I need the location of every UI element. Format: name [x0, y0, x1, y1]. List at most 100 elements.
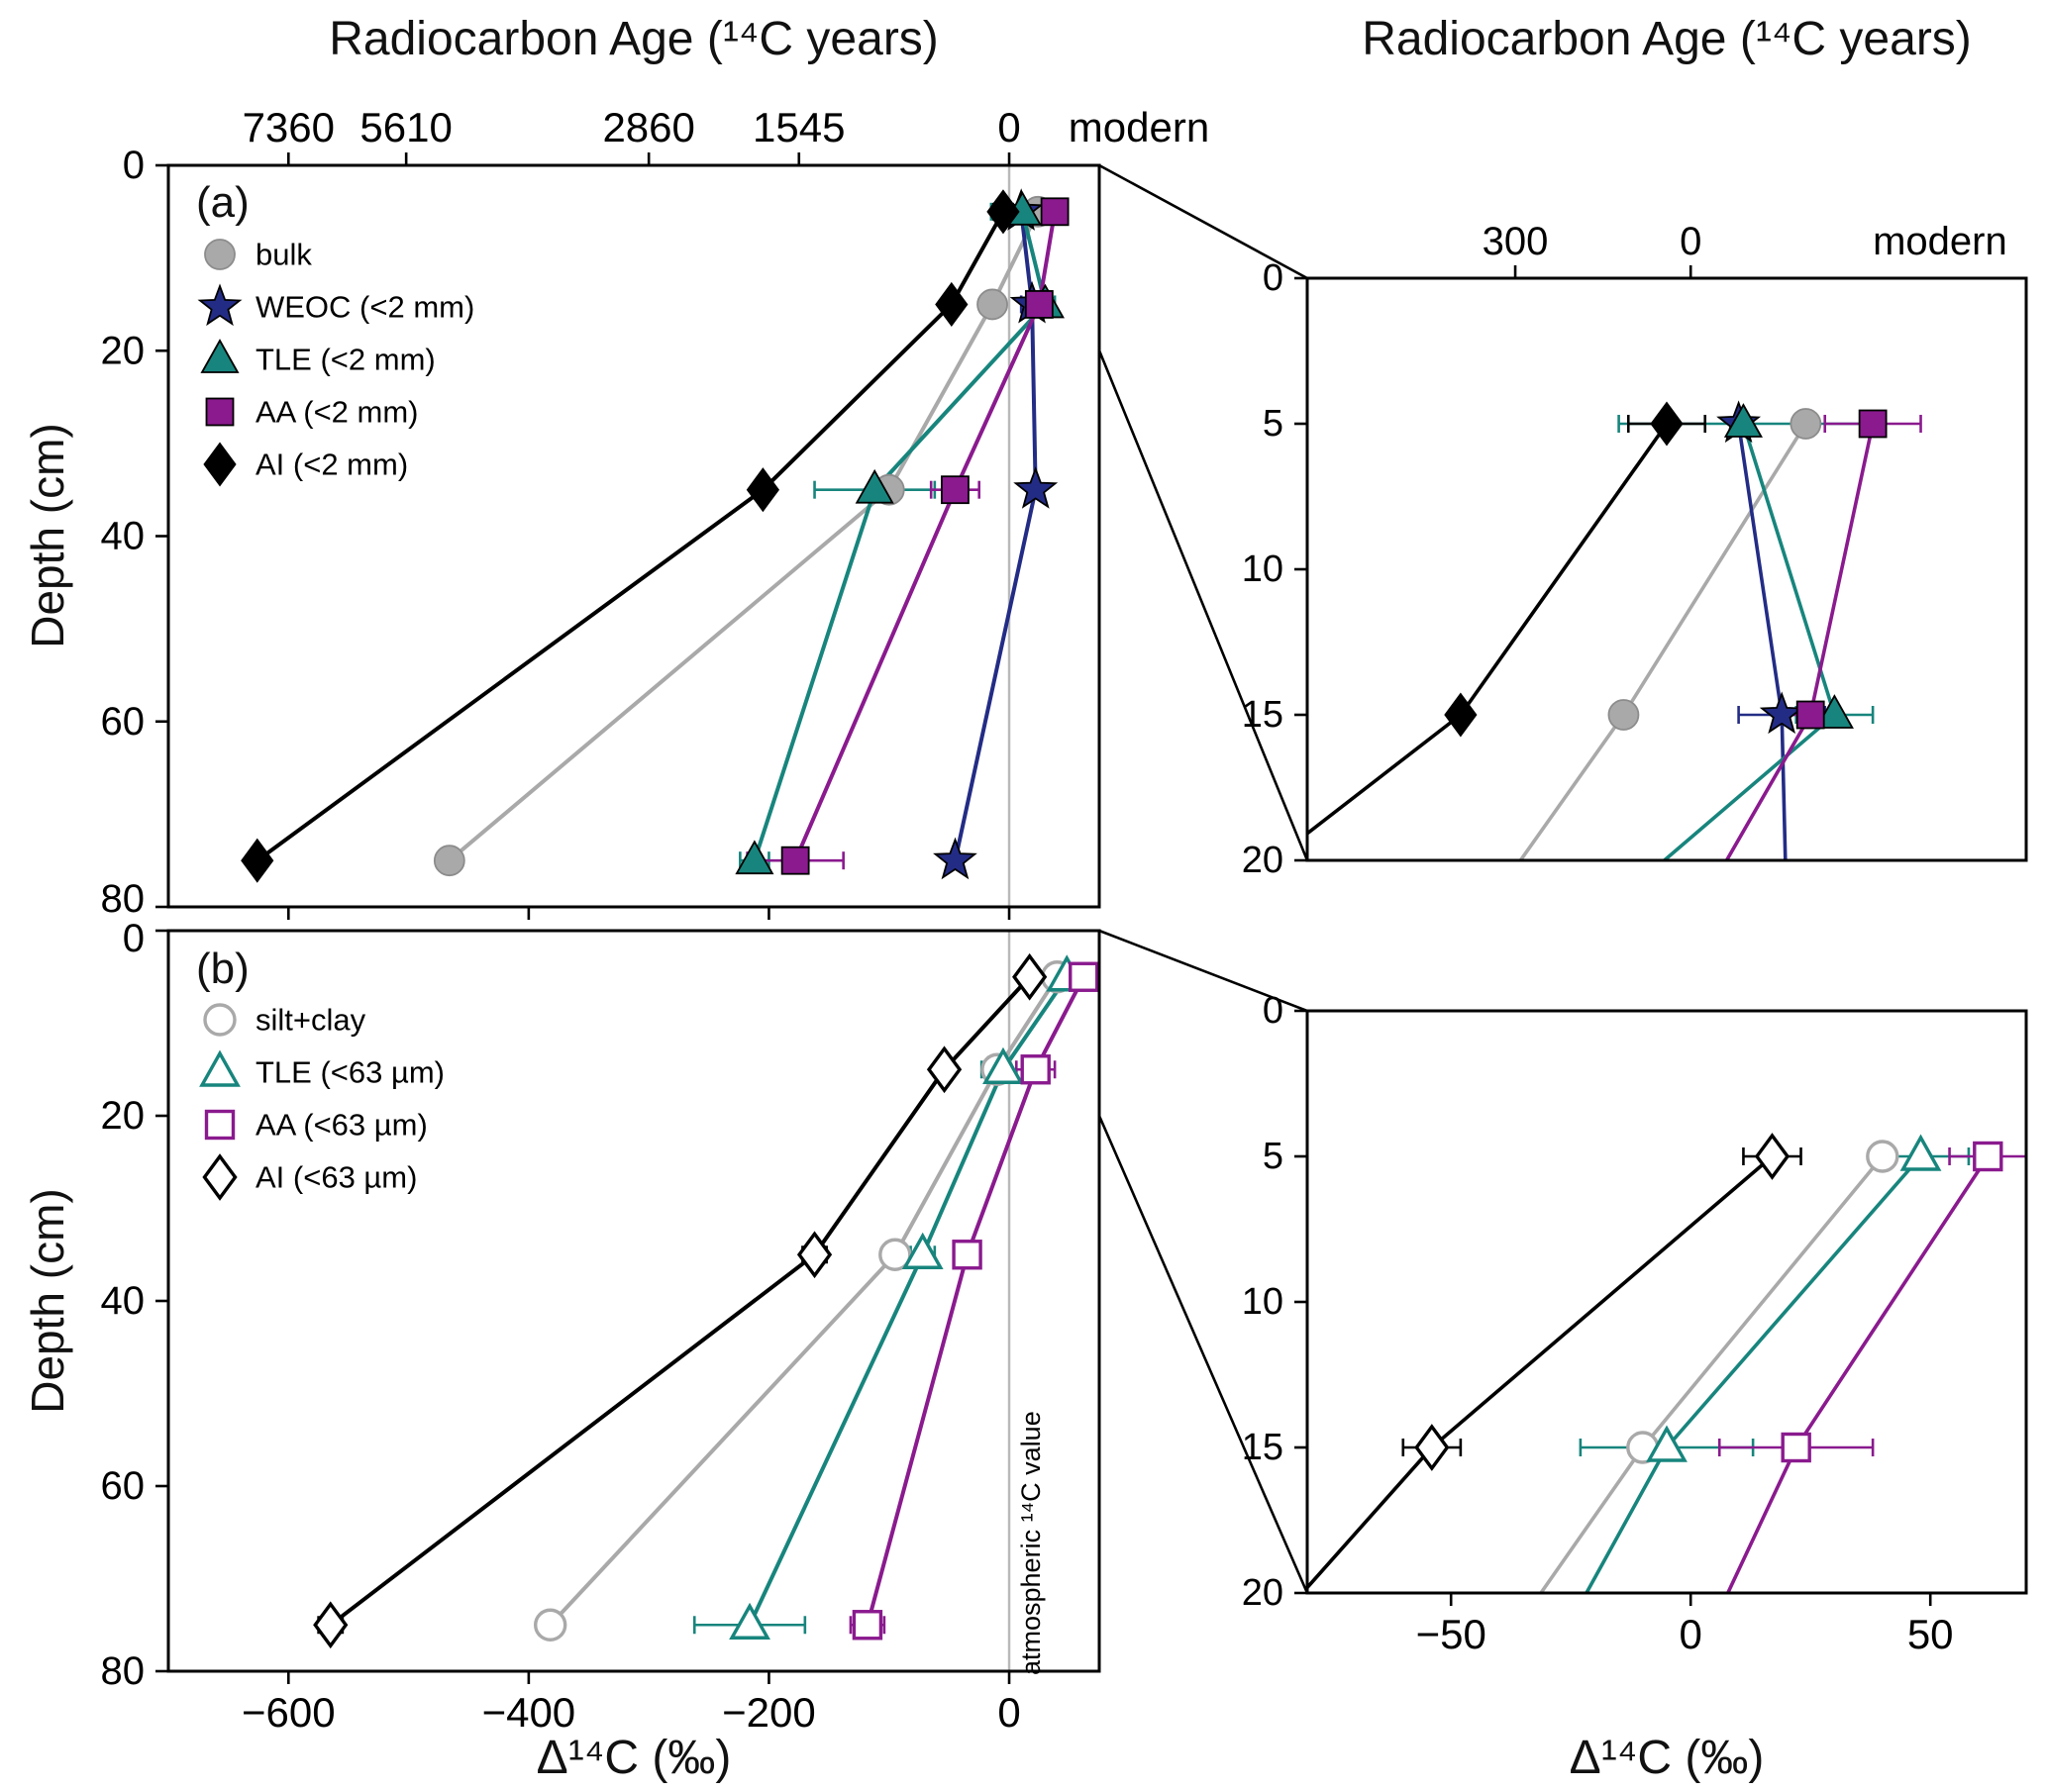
circle-marker-bulk [1790, 408, 1822, 440]
x-tick-label: 0 [1680, 1611, 1702, 1657]
series-line-silt-clay [549, 975, 1060, 1627]
zoom-callout-line [1098, 163, 1308, 280]
circle-marker-bulk [204, 239, 236, 270]
x-tick-label: 0 [997, 1689, 1020, 1736]
y-tick-label: 20 [101, 1094, 146, 1138]
radiocarbon-age-tick-label: 0 [997, 104, 1020, 150]
star-marker-weoc-2-mm [933, 837, 977, 880]
legend-item-bulk: bulk [204, 238, 312, 272]
series-line-aa-2-mm [1724, 423, 1875, 860]
legend-item-ai-63-m: AI (<63 µm) [202, 1153, 417, 1201]
y-tick-label: 15 [1242, 1427, 1283, 1468]
square-marker-aa-63-m [1781, 1432, 1811, 1463]
series-line-bulk [448, 210, 1040, 862]
legend-label: AI (<2 mm) [256, 448, 408, 482]
panel-background [1307, 278, 2026, 860]
series-line-ai-2-mm [1307, 422, 1669, 837]
panel-background [168, 165, 1099, 907]
x-tick-label: 50 [1907, 1611, 1954, 1657]
legend-label: AA (<2 mm) [256, 395, 419, 430]
legend-item-aa-2-mm: AA (<2 mm) [205, 395, 419, 430]
series-line-tle-63-m [748, 975, 1069, 1627]
triangle-marker-tle-63-m [982, 1046, 1024, 1084]
square-marker-aa-2-mm [1024, 290, 1054, 319]
legend-item-tle-2-mm: TLE (<2 mm) [200, 339, 436, 377]
diamond-marker-ai-2-mm [986, 189, 1020, 235]
legend-label: AI (<63 µm) [256, 1160, 417, 1195]
square-marker-aa-2-mm [941, 475, 970, 505]
y-tick-label: 10 [1242, 1281, 1283, 1323]
y-tick-label: 0 [1263, 257, 1283, 299]
series-line-silt-clay [1538, 1154, 1885, 1593]
plot-area [1307, 1133, 2026, 1593]
triangle-marker-tle-63-m [901, 1232, 944, 1269]
diamond-marker-ai-63-m [1414, 1424, 1450, 1471]
square-marker-aa-2-mm [780, 846, 810, 875]
panel-a-main: 0 20 40 60 80 7360 5610 2860 1545 0 modern bulk WEOC… [101, 104, 1210, 921]
triangle-marker-tle-2-mm [1814, 694, 1854, 729]
radiocarbon-age-tick-label: 300 [1483, 220, 1549, 263]
y-tick-label: 10 [1242, 548, 1283, 590]
radiocarbon-age-tick-label: 0 [1680, 220, 1701, 263]
panel-b-main: 0 20 40 60 80 −600 −400 −200 0 silt+clay TLE (<63 … [101, 917, 1101, 1736]
triangle-marker-tle-63-m [1899, 1134, 1942, 1171]
panel-b-zoom: 0 5 10 15 20 −50 0 50 [1242, 990, 2028, 1657]
legend-label: TLE (<2 mm) [256, 343, 436, 377]
square-marker-aa-2-mm [1858, 409, 1888, 439]
diamond-marker-ai-2-mm [1444, 692, 1478, 738]
circle-marker-bulk [1196, 1282, 1226, 1312]
plot-area [241, 188, 1070, 883]
y-tick-label: 80 [101, 877, 146, 921]
square-marker-aa-63-m [1973, 1141, 2003, 1172]
diamond-marker-ai-2-mm [746, 467, 780, 513]
circle-marker-silt-clay [878, 1238, 912, 1271]
panel-a-zoom: 0 5 10 15 20 300 0 modern [1136, 220, 2028, 1312]
circle-marker-bulk [1607, 699, 1640, 731]
y-tick-label: 15 [1242, 694, 1283, 736]
square-marker-aa-63-m [204, 1109, 236, 1141]
legend-label: WEOC (<2 mm) [256, 290, 474, 325]
y-tick-label: 60 [101, 700, 146, 744]
y-tick-label: 5 [1263, 1136, 1283, 1177]
x-tick-label: −50 [1416, 1611, 1486, 1657]
legend-item-silt-clay: silt+clay [203, 1003, 366, 1038]
legend-label: AA (<63 µm) [256, 1108, 428, 1143]
y-tick-label: 40 [101, 515, 146, 558]
diamond-marker-ai-63-m [202, 1153, 238, 1201]
radiocarbon-age-tick-label: 5610 [359, 104, 452, 150]
circle-marker-bulk [433, 845, 465, 877]
series-line-weoc-2-mm [953, 211, 1038, 861]
square-marker-aa-63-m [952, 1240, 982, 1270]
diamond-marker-ai-2-mm [203, 442, 237, 487]
circle-marker-silt-clay [1866, 1140, 1899, 1173]
square-marker-aa-63-m [852, 1610, 883, 1641]
series-line-aa-63-m [865, 975, 1085, 1626]
legend-item-aa-63-m: AA (<63 µm) [204, 1108, 428, 1143]
star-marker-weoc-2-mm [1013, 466, 1059, 509]
diamond-marker-ai-2-mm [935, 281, 969, 327]
series-line-tle-2-mm [752, 211, 1048, 861]
radiocarbon-age-tick-label: 2860 [602, 104, 694, 150]
plot-area [1136, 400, 1922, 1312]
legend-label: silt+clay [256, 1003, 366, 1038]
series-line-aa-63-m [1725, 1155, 1990, 1593]
circle-marker-bulk [976, 288, 1008, 321]
y-tick-label: 20 [101, 329, 146, 372]
series-line-ai-63-m [329, 975, 1032, 1627]
diamond-marker-ai-63-m [926, 1045, 963, 1094]
triangle-marker-tle-2-mm [1136, 1278, 1172, 1310]
modern-label: modern [1069, 104, 1209, 150]
panel-background [168, 931, 1099, 1671]
panel-background [1307, 1011, 2026, 1593]
triangle-marker-tle-2-mm [735, 840, 774, 875]
legend-item-ai-2-mm: AI (<2 mm) [203, 442, 408, 487]
diamond-marker-ai-63-m [1754, 1133, 1791, 1180]
series-line-ai-63-m [1307, 1154, 1774, 1591]
modern-label: modern [1873, 220, 2007, 263]
y-tick-label: 80 [101, 1649, 146, 1693]
y-tick-label: 0 [1263, 990, 1283, 1032]
radiocarbon-age-tick-label: 1545 [753, 104, 845, 150]
diamond-marker-ai-63-m [796, 1231, 833, 1279]
series-line-aa-2-mm [793, 211, 1058, 861]
